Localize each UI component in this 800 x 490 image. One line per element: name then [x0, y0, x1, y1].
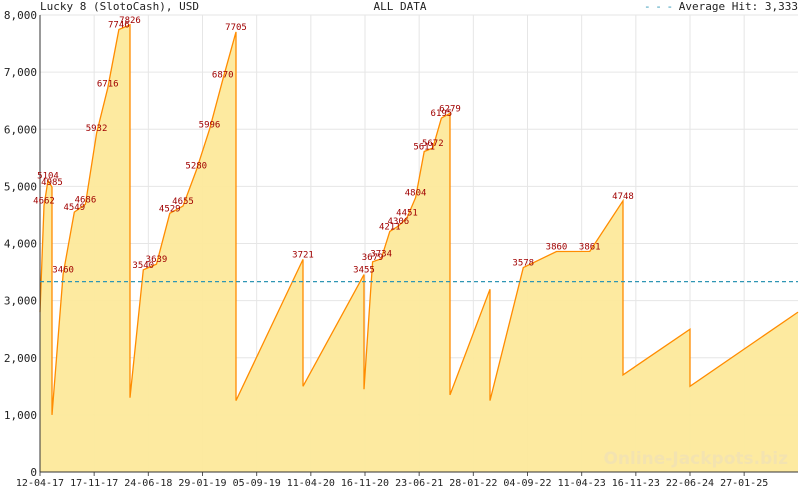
x-tick-label: 11-04-23: [558, 478, 606, 489]
x-tick-label: 11-04-20: [287, 478, 335, 489]
y-tick-label: 1,000: [4, 409, 37, 422]
x-tick-label: 27-01-25: [720, 478, 768, 489]
peak-label: 7826: [119, 16, 141, 26]
peak-label: 3455: [353, 266, 375, 276]
x-tick-label: 28-01-22: [449, 478, 497, 489]
y-tick-label: 8,000: [4, 9, 37, 22]
average-legend-dash: - - -: [644, 0, 673, 13]
peak-label: 4804: [405, 189, 427, 199]
x-tick-label: 17-11-17: [70, 478, 118, 489]
peak-label: 5996: [199, 120, 221, 130]
peak-label: 3860: [546, 242, 568, 252]
peak-label: 5280: [185, 161, 207, 171]
x-tick-label: 24-06-18: [124, 478, 172, 489]
peak-label: 3861: [579, 242, 601, 252]
peak-label: 3578: [512, 259, 534, 269]
x-tick-label: 16-11-20: [341, 478, 389, 489]
peak-label: 3639: [146, 255, 168, 265]
peak-label: 4549: [63, 203, 85, 213]
peak-label: 3734: [370, 250, 392, 260]
x-tick-label: 29-01-19: [178, 478, 226, 489]
watermark-text: Online-Jackpots.biz: [603, 449, 788, 469]
x-tick-label: 04-09-22: [503, 478, 551, 489]
peak-label: 5104: [37, 171, 59, 181]
peak-label: 5672: [422, 139, 444, 149]
series-line: [39, 23, 799, 415]
peak-label: 5611: [413, 142, 435, 152]
peak-label: 4306: [388, 217, 410, 227]
y-tick-label: 6,000: [4, 123, 37, 136]
peak-label: 7705: [225, 23, 247, 33]
chart-title: Lucky 8 (SlotoCash), USD: [40, 0, 199, 13]
peak-label: 4686: [75, 195, 97, 205]
peak-label: 6279: [439, 104, 461, 114]
x-tick-label: 22-06-24: [666, 478, 714, 489]
peak-label: 3679: [362, 253, 384, 263]
y-tick-label: 3,000: [4, 295, 37, 308]
peak-label: 4655: [172, 197, 194, 207]
area-fill: [40, 24, 798, 473]
peak-label: 4985: [41, 178, 63, 188]
average-legend: - - - Average Hit: 3,333: [644, 0, 798, 14]
peak-label: 3721: [292, 250, 314, 260]
peak-label: 3460: [52, 265, 74, 275]
x-tick-label: 16-11-23: [612, 478, 660, 489]
range-label: ALL DATA: [373, 0, 427, 13]
peak-label: 6716: [97, 79, 119, 89]
x-tick-label: 05-09-19: [233, 478, 281, 489]
average-legend-label: Average Hit: 3,333: [678, 0, 798, 13]
peak-label: 4662: [33, 197, 55, 207]
peak-label: 6195: [431, 109, 453, 119]
x-tick-label: 12-04-17: [16, 478, 64, 489]
y-tick-label: 5,000: [4, 180, 37, 193]
y-tick-label: 7,000: [4, 66, 37, 79]
peak-label: 6870: [212, 71, 234, 81]
y-tick-label: 0: [30, 466, 37, 479]
y-tick-label: 4,000: [4, 238, 37, 251]
peak-label: 5932: [86, 124, 108, 134]
peak-label: 7746: [108, 21, 130, 31]
peak-label: 4451: [396, 209, 418, 219]
x-tick-label: 23-06-21: [395, 478, 443, 489]
peak-label: 4748: [612, 192, 634, 202]
peak-label: 4529: [159, 204, 181, 214]
y-tick-label: 2,000: [4, 352, 37, 365]
peak-label: 3540: [132, 261, 154, 271]
peak-label: 4211: [379, 222, 401, 232]
